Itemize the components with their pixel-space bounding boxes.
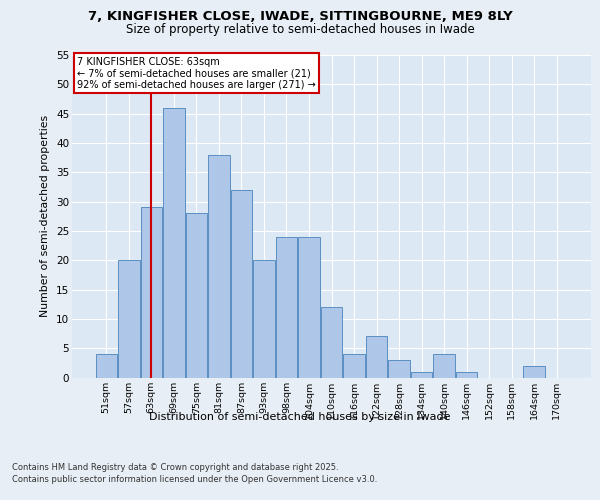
Bar: [118, 260, 140, 378]
Bar: [185, 214, 207, 378]
Bar: [411, 372, 432, 378]
Bar: [366, 336, 387, 378]
Bar: [231, 190, 252, 378]
Bar: [276, 237, 297, 378]
Bar: [523, 366, 545, 378]
Bar: [343, 354, 365, 378]
Text: Distribution of semi-detached houses by size in Iwade: Distribution of semi-detached houses by …: [149, 412, 451, 422]
Bar: [298, 237, 320, 378]
Bar: [163, 108, 185, 378]
Text: 7, KINGFISHER CLOSE, IWADE, SITTINGBOURNE, ME9 8LY: 7, KINGFISHER CLOSE, IWADE, SITTINGBOURN…: [88, 10, 512, 23]
Y-axis label: Number of semi-detached properties: Number of semi-detached properties: [40, 115, 50, 318]
Text: Size of property relative to semi-detached houses in Iwade: Size of property relative to semi-detach…: [125, 22, 475, 36]
Bar: [140, 208, 162, 378]
Bar: [433, 354, 455, 378]
Text: 7 KINGFISHER CLOSE: 63sqm
← 7% of semi-detached houses are smaller (21)
92% of s: 7 KINGFISHER CLOSE: 63sqm ← 7% of semi-d…: [77, 56, 316, 90]
Bar: [321, 307, 342, 378]
Text: Contains HM Land Registry data © Crown copyright and database right 2025.: Contains HM Land Registry data © Crown c…: [12, 462, 338, 471]
Bar: [208, 154, 230, 378]
Bar: [456, 372, 478, 378]
Text: Contains public sector information licensed under the Open Government Licence v3: Contains public sector information licen…: [12, 475, 377, 484]
Bar: [95, 354, 117, 378]
Bar: [253, 260, 275, 378]
Bar: [388, 360, 410, 378]
